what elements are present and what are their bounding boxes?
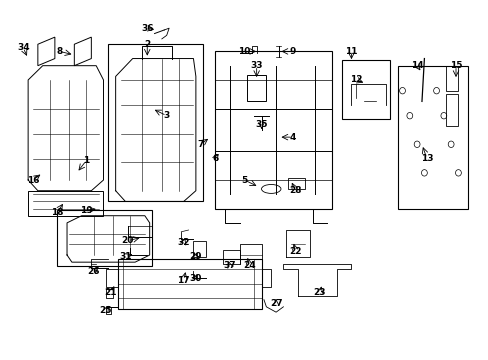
Text: 5: 5	[241, 176, 247, 185]
Text: 26: 26	[87, 267, 100, 276]
Text: 12: 12	[349, 76, 362, 85]
Text: 4: 4	[289, 132, 296, 141]
Text: 16: 16	[27, 176, 39, 185]
Text: 36: 36	[141, 24, 153, 33]
Text: 33: 33	[250, 61, 263, 70]
Text: 32: 32	[177, 238, 189, 247]
Text: 35: 35	[255, 120, 267, 129]
Text: 28: 28	[289, 186, 301, 195]
Bar	[57, 210, 152, 266]
Text: 7: 7	[197, 140, 203, 149]
Bar	[193, 241, 205, 257]
Text: 15: 15	[449, 61, 461, 70]
Text: 19: 19	[80, 206, 93, 215]
Text: 20: 20	[122, 236, 134, 245]
Text: 37: 37	[223, 261, 236, 270]
Text: 11: 11	[345, 47, 357, 56]
Text: 34: 34	[17, 43, 29, 52]
Text: 2: 2	[144, 40, 150, 49]
Text: 29: 29	[189, 252, 202, 261]
Bar	[108, 44, 203, 202]
Text: 3: 3	[163, 111, 169, 120]
Text: 25: 25	[100, 306, 112, 315]
Text: 14: 14	[410, 61, 423, 70]
Text: 13: 13	[420, 154, 432, 163]
Text: 30: 30	[189, 274, 202, 283]
Text: 10: 10	[238, 47, 250, 56]
Text: 31: 31	[119, 252, 131, 261]
Text: 8: 8	[57, 47, 63, 56]
Text: 24: 24	[243, 261, 255, 270]
Text: 9: 9	[289, 47, 296, 56]
Text: 18: 18	[51, 208, 63, 217]
Bar	[341, 60, 389, 119]
Bar	[246, 75, 266, 102]
Text: 1: 1	[83, 156, 89, 165]
Text: 22: 22	[289, 247, 301, 256]
Text: 6: 6	[212, 154, 218, 163]
Text: 23: 23	[313, 288, 325, 297]
Text: 21: 21	[104, 288, 117, 297]
Text: 17: 17	[177, 275, 190, 284]
Text: 27: 27	[269, 299, 282, 308]
